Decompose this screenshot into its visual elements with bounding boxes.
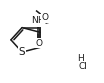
Text: O: O	[41, 13, 48, 22]
Text: H: H	[77, 54, 83, 63]
Text: O: O	[36, 39, 43, 48]
Text: S: S	[19, 47, 25, 57]
Text: NH$_2$: NH$_2$	[31, 14, 49, 27]
Text: Cl: Cl	[79, 62, 88, 71]
